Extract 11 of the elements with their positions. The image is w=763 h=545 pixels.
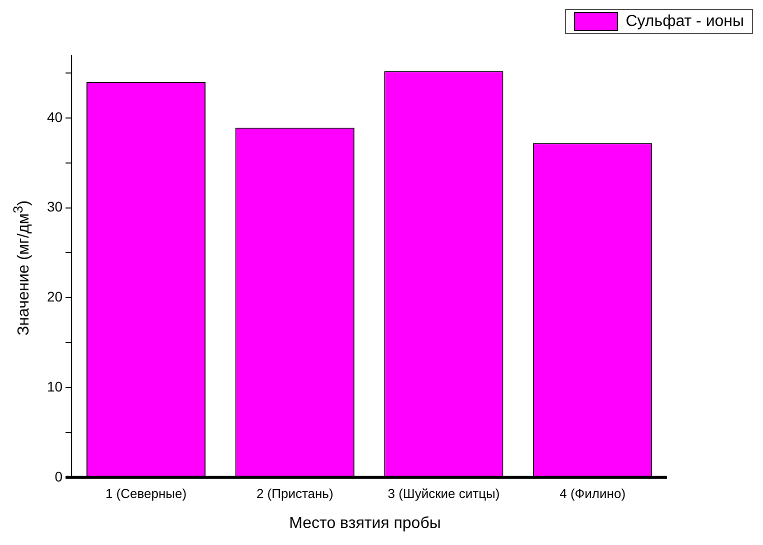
y-tick-label: 20 bbox=[46, 288, 63, 305]
x-axis-title: Место взятия пробы bbox=[289, 515, 441, 533]
y-tick-label: 30 bbox=[46, 198, 63, 215]
x-tick-label: 4 (Филино) bbox=[560, 486, 626, 501]
y-tick-label: 10 bbox=[46, 378, 63, 394]
text: Сульфат - ионы bbox=[626, 12, 744, 30]
y-tick-label: 40 bbox=[46, 108, 63, 125]
x-tick-label: 1 (Северные) bbox=[105, 486, 187, 501]
y-tick-label: 0 bbox=[54, 468, 63, 484]
x-tick-label: 2 (Пристань) bbox=[256, 486, 334, 501]
x-tick-label: 3 (Шуйские ситцы) bbox=[388, 486, 500, 501]
